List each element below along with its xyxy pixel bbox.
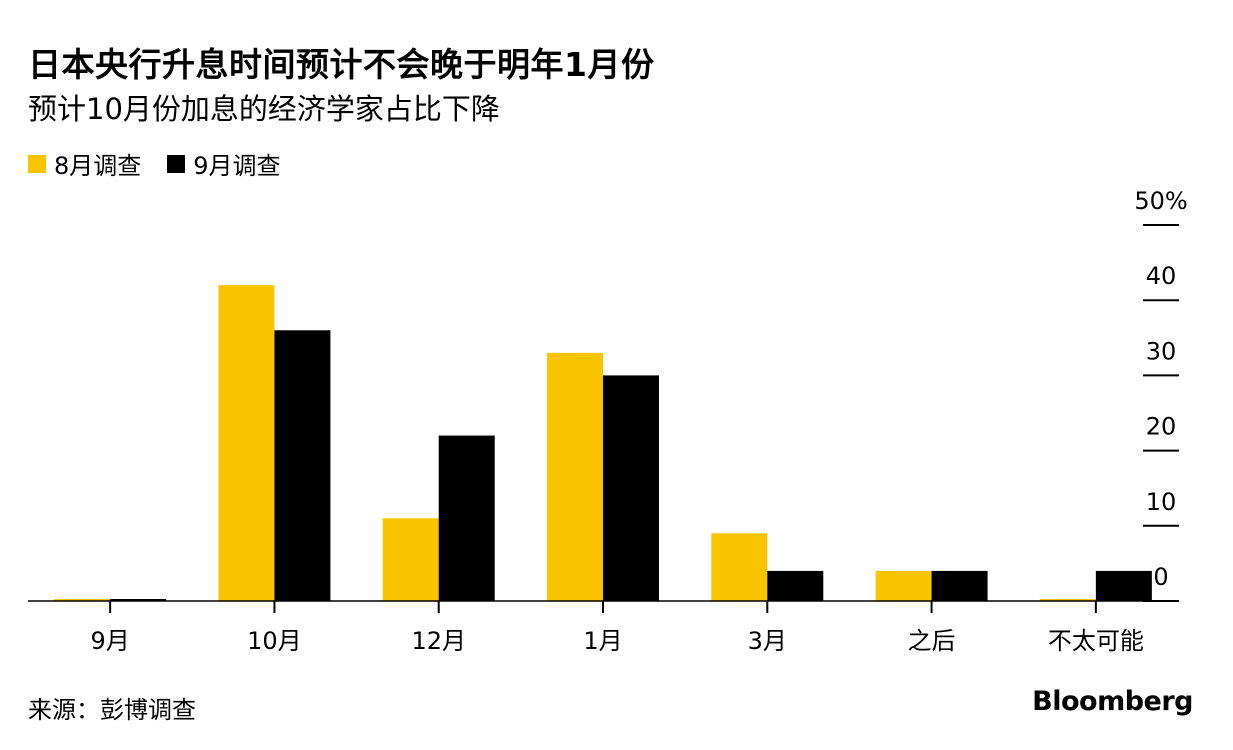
bar-sep <box>438 435 495 601</box>
bar-aug <box>711 533 768 601</box>
legend-label-sep: 9月调查 <box>193 152 281 180</box>
legend-label-aug: 8月调查 <box>54 152 142 180</box>
x-tick-label: 12月 <box>411 627 466 655</box>
x-tick-label: 9月 <box>91 627 130 655</box>
x-tick-label: 1月 <box>583 627 622 655</box>
bar-sep <box>1095 570 1152 601</box>
x-tick-label: 不太可能 <box>1048 627 1144 655</box>
bar-aug <box>382 518 439 601</box>
x-tick-label: 10月 <box>247 627 302 655</box>
bar-sep <box>767 570 824 601</box>
bar-aug <box>54 599 111 601</box>
y-tick-label: 40 <box>1146 262 1177 290</box>
x-tick-label: 之后 <box>908 627 956 655</box>
bar-aug <box>547 352 603 601</box>
bar-sep <box>110 599 167 601</box>
bar-sep <box>931 570 988 601</box>
bloomberg-logo: Bloomberg <box>1032 686 1193 717</box>
legend-item-aug: 8月调查 <box>28 146 141 181</box>
source-note: 来源：彭博调查 <box>28 696 196 724</box>
y-tick-label: 10 <box>1146 488 1177 516</box>
y-tick-label: 50% <box>1134 187 1187 215</box>
legend: 8月调查 9月调查 <box>28 146 307 181</box>
y-tick-label: 30 <box>1146 337 1177 365</box>
bar-aug <box>1039 599 1096 601</box>
chart-subtitle: 预计10月份加息的经济学家占比下降 <box>28 92 500 126</box>
y-tick-label: 0 <box>1153 563 1168 591</box>
bar-aug <box>218 285 275 601</box>
legend-swatch-sep <box>167 154 186 173</box>
y-tick-label: 20 <box>1146 413 1177 441</box>
bar-sep <box>274 330 331 601</box>
bar-aug <box>875 570 932 601</box>
bar-sep <box>603 375 659 601</box>
legend-swatch-aug <box>28 154 46 173</box>
chart-title: 日本央行升息时间预计不会晚于明年1月份 <box>28 45 655 84</box>
x-tick-label: 3月 <box>748 627 787 655</box>
legend-item-sep: 9月调查 <box>167 146 281 181</box>
